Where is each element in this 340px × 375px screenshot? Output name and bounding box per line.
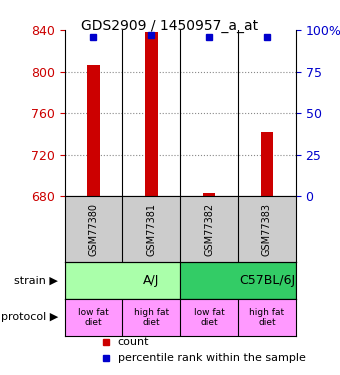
Bar: [180, 262, 296, 299]
Bar: [145, 32, 158, 196]
Text: low fat
diet: low fat diet: [194, 308, 224, 327]
Text: strain ▶: strain ▶: [14, 276, 58, 286]
Text: high fat
diet: high fat diet: [249, 308, 285, 327]
Text: GSM77380: GSM77380: [88, 203, 99, 256]
Text: count: count: [118, 337, 149, 347]
Text: GDS2909 / 1450957_a_at: GDS2909 / 1450957_a_at: [82, 19, 258, 33]
Bar: [260, 132, 273, 196]
Text: GSM77383: GSM77383: [262, 203, 272, 256]
Bar: [87, 65, 100, 196]
Bar: [65, 262, 180, 299]
Text: GSM77381: GSM77381: [146, 203, 156, 256]
Text: protocol ▶: protocol ▶: [1, 312, 58, 322]
Text: GSM77382: GSM77382: [204, 203, 214, 256]
Text: low fat
diet: low fat diet: [78, 308, 109, 327]
Text: A/J: A/J: [143, 274, 159, 287]
Bar: [203, 193, 216, 196]
Text: C57BL/6J: C57BL/6J: [239, 274, 295, 287]
Text: high fat
diet: high fat diet: [134, 308, 169, 327]
Text: percentile rank within the sample: percentile rank within the sample: [118, 352, 306, 363]
